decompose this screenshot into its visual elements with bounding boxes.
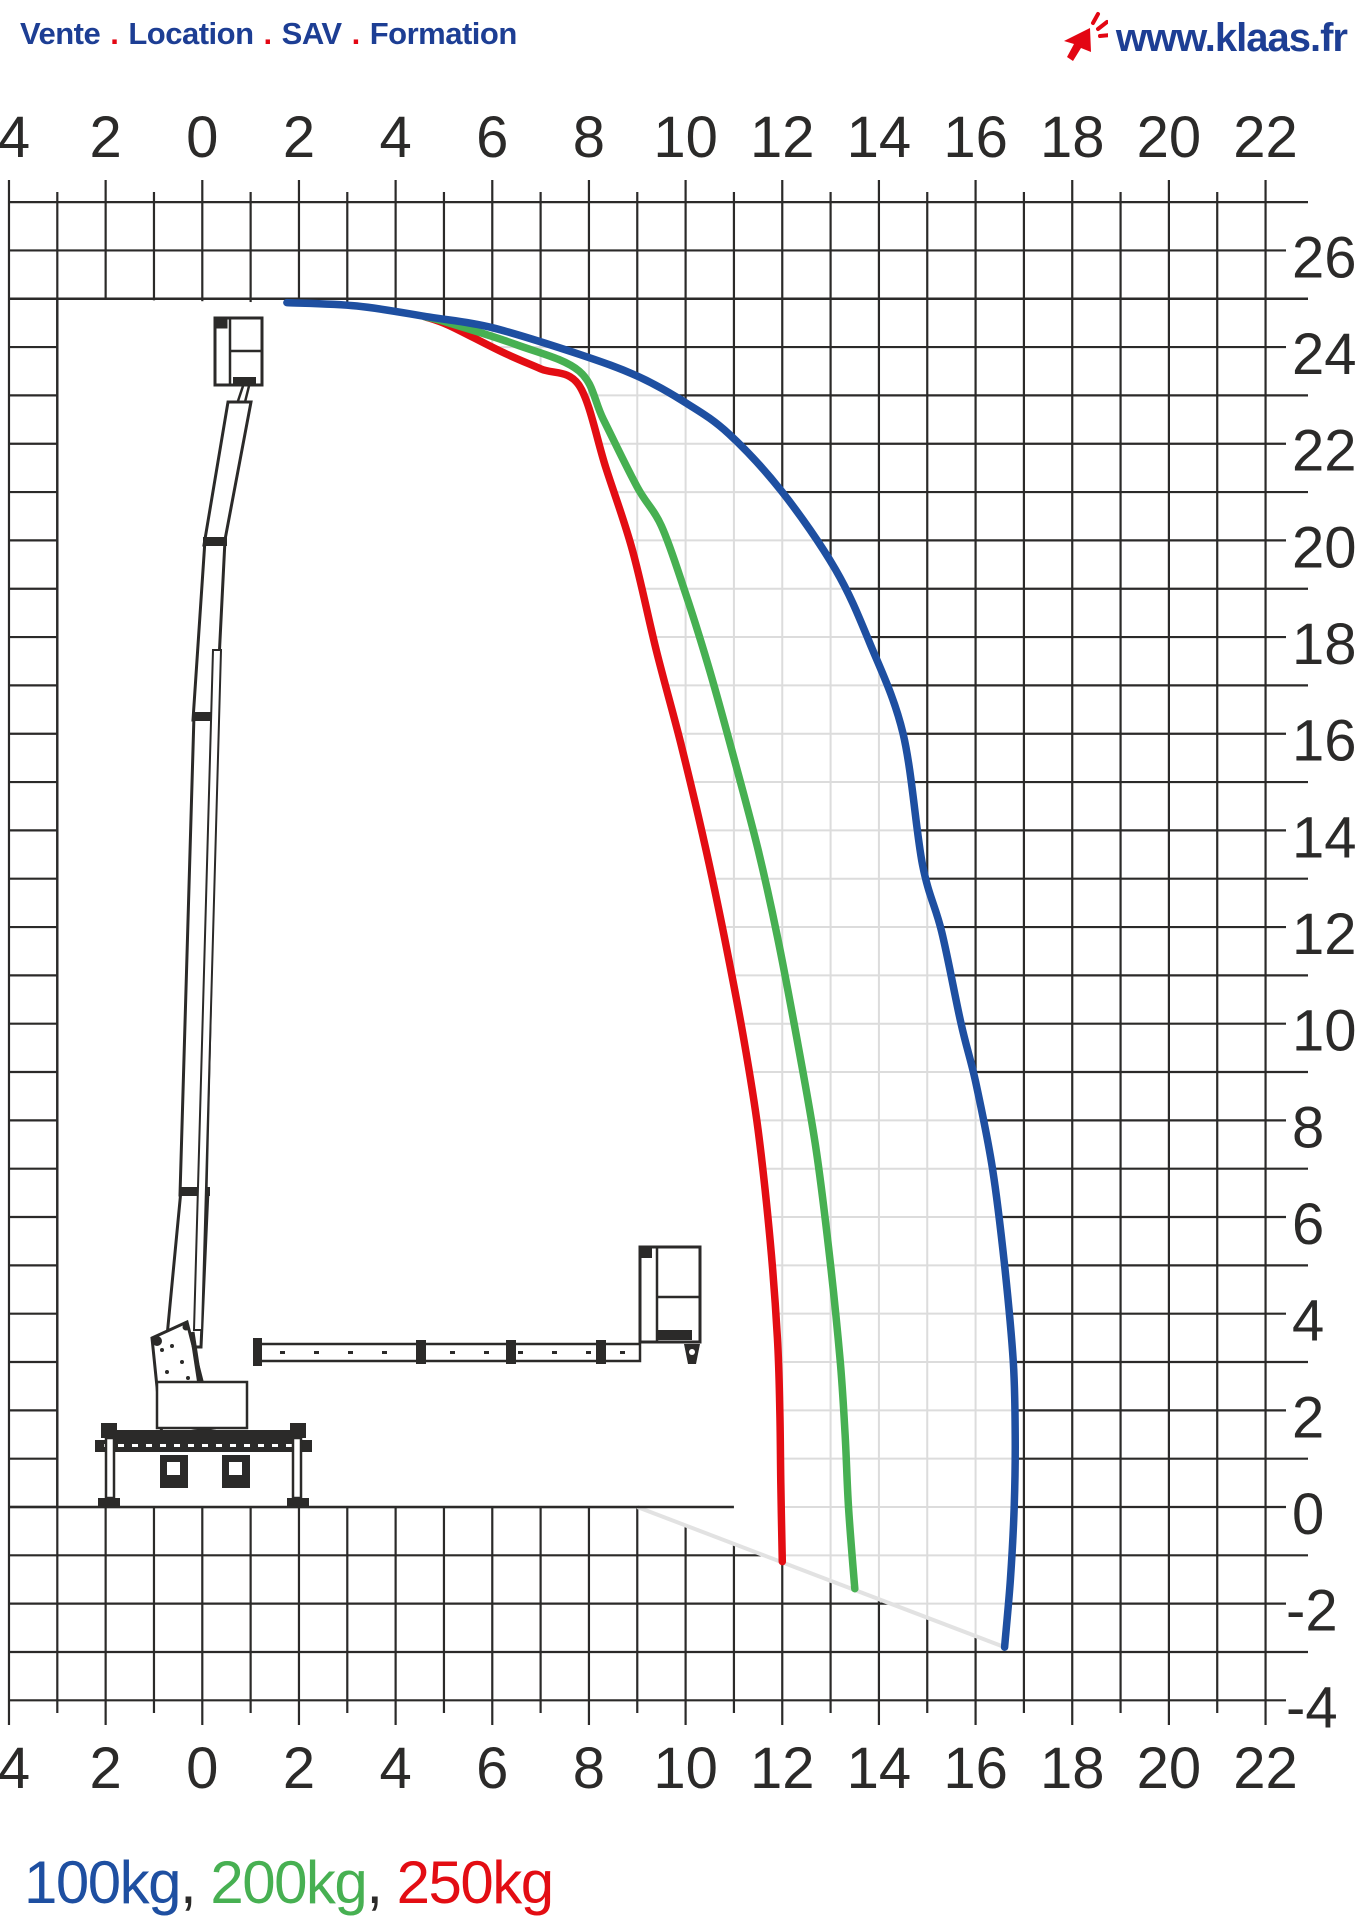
x-tick-top-4: 4 xyxy=(379,105,411,170)
menu-dot-separator: . xyxy=(263,16,273,51)
legend-separator: , xyxy=(179,1849,211,1916)
menu-item-location: Location xyxy=(128,16,254,51)
crane-vertical-boom-drawing xyxy=(95,316,312,1506)
x-tick-top-12: 12 xyxy=(750,105,815,170)
y-tick-8: 8 xyxy=(1292,1095,1324,1160)
website-link[interactable]: www.klaas.fr xyxy=(1115,15,1348,60)
x-tick-bottom-22: 22 xyxy=(1233,1736,1298,1801)
header-menu: Vente. Location. SAV. Formation xyxy=(20,16,517,52)
y-tick-10: 10 xyxy=(1292,999,1357,1064)
x-tick-bottom-10: 10 xyxy=(653,1736,718,1801)
y-tick-26: 26 xyxy=(1292,225,1357,290)
x-tick-bottom-18: 18 xyxy=(1040,1736,1105,1801)
legend: 100kg, 200kg, 250kg xyxy=(24,1848,554,1917)
x-tick-bottom-16: 16 xyxy=(943,1736,1008,1801)
y-tick-16: 16 xyxy=(1292,709,1357,774)
y-tick-18: 18 xyxy=(1292,612,1357,677)
y-tick-12: 12 xyxy=(1292,902,1357,967)
x-tick-top-18: 18 xyxy=(1040,105,1105,170)
envelope-boundary-lines xyxy=(8,297,1308,1509)
x-tick-top-2: 2 xyxy=(283,105,315,170)
x-tick-top-22: 22 xyxy=(1233,105,1298,170)
x-tick-top-6: 6 xyxy=(476,105,508,170)
menu-item-sav: SAV xyxy=(281,16,342,51)
cursor-click-icon xyxy=(1063,12,1108,61)
y-tick-20: 20 xyxy=(1292,515,1357,580)
y-tick-2: 2 xyxy=(1292,1385,1324,1450)
x-tick-bottom-20: 20 xyxy=(1137,1736,1202,1801)
envelope-diagonal-boundary xyxy=(636,1505,1006,1650)
x-tick-bottom-14: 14 xyxy=(847,1736,912,1801)
x-tick-top-16: 16 xyxy=(943,105,1008,170)
legend-separator: , xyxy=(366,1849,397,1916)
y-tick-22: 22 xyxy=(1292,419,1357,484)
x-tick-top-0: 0 xyxy=(186,105,218,170)
y-tick--2: -2 xyxy=(1286,1579,1338,1644)
x-tick-bottom-0: 0 xyxy=(186,1736,218,1801)
y-tick-6: 6 xyxy=(1292,1192,1324,1257)
y-tick-4: 4 xyxy=(1292,1289,1324,1354)
legend-item-100kg: 100kg xyxy=(24,1849,181,1916)
y-tick-14: 14 xyxy=(1292,805,1357,870)
x-axis-labels-top: 4 2 0 2 4 6 8 10 12 14 16 18 20 22 xyxy=(0,105,1298,170)
x-axis-labels-bottom: 4 2 0 2 4 6 8 10 12 14 16 18 20 22 xyxy=(0,1736,1298,1801)
x-tick-bottom-6: 6 xyxy=(476,1736,508,1801)
curve-200kg xyxy=(420,312,859,1593)
x-tick-bottom-8: 8 xyxy=(573,1736,605,1801)
menu-item-vente: Vente xyxy=(20,16,101,51)
x-tick-top-2: 2 xyxy=(90,105,122,170)
x-tick-bottom-4: 4 xyxy=(0,1736,30,1801)
curve-250kg xyxy=(420,312,787,1566)
curve-100kg xyxy=(283,298,1019,1651)
crane-horizontal-boom-drawing xyxy=(253,1245,702,1366)
y-tick-0: 0 xyxy=(1292,1482,1324,1547)
menu-dot-separator: . xyxy=(110,16,119,51)
logo[interactable]: www.klaas.fr xyxy=(1056,10,1348,66)
x-tick-bottom-12: 12 xyxy=(750,1736,815,1801)
y-tick-24: 24 xyxy=(1292,322,1357,387)
x-tick-top-4: 4 xyxy=(0,105,30,170)
x-tick-top-20: 20 xyxy=(1137,105,1202,170)
x-tick-top-8: 8 xyxy=(573,105,605,170)
x-tick-top-14: 14 xyxy=(847,105,912,170)
legend-item-200kg: 200kg xyxy=(210,1849,367,1916)
x-tick-bottom-2: 2 xyxy=(90,1736,122,1801)
x-tick-bottom-4: 4 xyxy=(379,1736,411,1801)
header: Vente. Location. SAV. Formation www.klaas.f… xyxy=(0,0,1363,72)
menu-dot-separator: . xyxy=(351,16,361,51)
x-tick-top-10: 10 xyxy=(653,105,718,170)
y-tick--4: -4 xyxy=(1286,1675,1338,1740)
legend-item-250kg: 250kg xyxy=(396,1849,554,1916)
x-tick-bottom-2: 2 xyxy=(283,1736,315,1801)
menu-item-formation: Formation xyxy=(369,16,518,51)
